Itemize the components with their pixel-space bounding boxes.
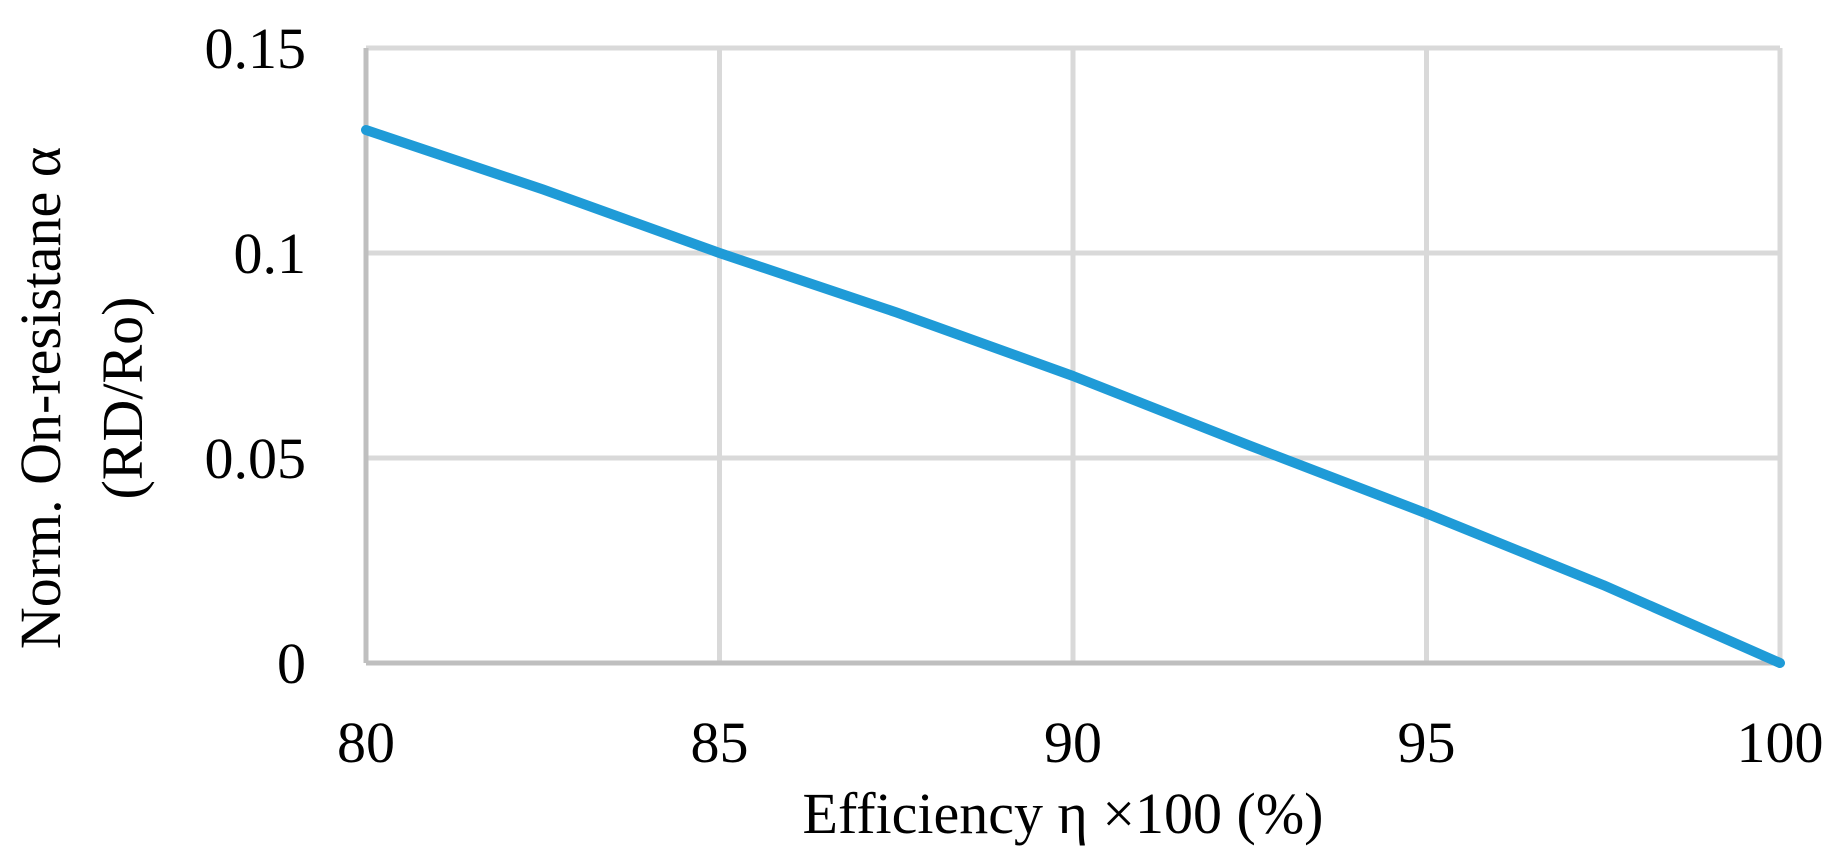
- series-line-0: [361, 125, 1785, 668]
- axes: [363, 48, 1780, 666]
- y-axis-label-line-1: Norm. On-resistane α: [8, 147, 73, 649]
- x-tick-label: 80: [337, 710, 395, 775]
- x-tick-label: 85: [691, 710, 749, 775]
- x-tick-labels: 80 85 90 95 100: [337, 710, 1824, 775]
- grid-lines: [366, 45, 1783, 663]
- y-tick-label: 0.1: [234, 221, 307, 286]
- y-tick-label: 0.05: [205, 426, 307, 491]
- y-tick-label: 0.15: [205, 16, 307, 81]
- y-axis-label-line-2: (RD/Ro): [90, 297, 155, 500]
- y-tick-labels: 0 0.05 0.1 0.15: [205, 16, 307, 696]
- y-axis-label: Norm. On-resistane α (RD/Ro): [8, 147, 155, 649]
- series-lines: [361, 125, 1785, 668]
- x-tick-label: 90: [1044, 710, 1102, 775]
- x-axis-label: Efficiency η ×100 (%): [803, 781, 1324, 846]
- x-tick-label: 100: [1737, 710, 1824, 775]
- x-tick-label: 95: [1398, 710, 1456, 775]
- y-tick-label: 0: [277, 631, 306, 696]
